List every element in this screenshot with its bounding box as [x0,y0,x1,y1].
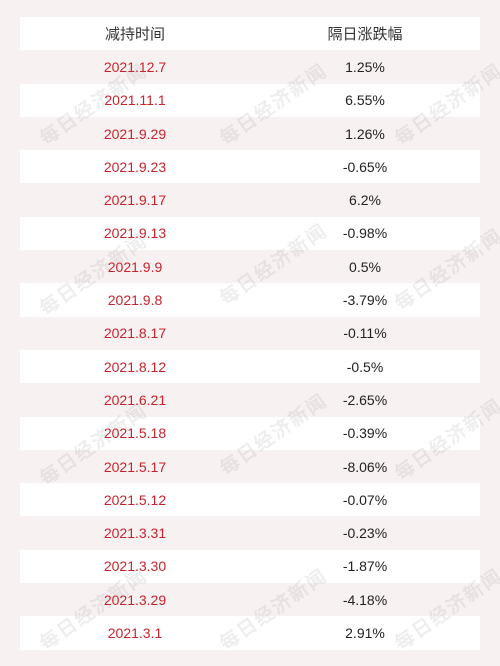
reduction-date-cell: 2021.8.17 [103,325,167,342]
next-day-change-cell: -0.65% [342,158,388,175]
header-next-day-change: 隔日涨跌幅 [327,26,403,44]
reduction-date-cell: 2021.9.9 [107,258,163,275]
reduction-date-cell: 2021.5.12 [103,491,167,508]
reduction-date-cell: 2021.3.1 [107,624,163,641]
next-day-change-cell: 6.2% [349,192,381,209]
next-day-change-cell: -0.11% [343,325,387,342]
next-day-change-cell: -1.87% [342,558,388,575]
next-day-change-cell: -0.39% [342,425,388,442]
next-day-change-cell: 6.55% [345,92,385,109]
reduction-date-cell: 2021.3.31 [103,525,167,542]
header-reduction-date: 减持时间 [104,26,165,44]
table-row: 2021.8.17 -0.11% [20,316,480,350]
reduction-date-cell: 2021.11.1 [104,92,166,109]
reduction-date-cell: 2021.9.29 [103,125,167,142]
next-day-change-cell: 1.25% [345,58,385,75]
reduction-date-cell: 2021.9.8 [107,292,163,309]
table-row: 2021.9.8 -3.79% [20,283,480,317]
next-day-change-cell: -4.18% [342,591,388,608]
next-day-change-cell: -8.06% [342,458,388,475]
table-row: 2021.5.17 -8.06% [20,449,480,484]
table-row: 2021.8.12 -0.5% [20,349,480,384]
reduction-table: 减持时间 隔日涨跌幅 2021.12.7 1.25% 2021.11.1 6.55% 2… [0,17,500,650]
next-day-change-cell: -0.23% [342,525,388,542]
table-row: 2021.9.23 -0.65% [20,150,480,184]
reduction-date-cell: 2021.5.17 [103,458,167,475]
reduction-date-cell: 2021.5.18 [103,425,167,442]
table-row: 2021.3.1 2.91% [20,616,480,650]
reduction-date-cell: 2021.12.7 [103,58,167,75]
reduction-date-cell: 2021.3.30 [103,558,167,575]
next-day-change-cell: -0.5% [346,358,384,375]
next-day-change-cell: -0.07% [342,491,388,508]
reduction-date-cell: 2021.8.12 [103,358,167,375]
next-day-change-cell: 1.26% [345,125,385,142]
table-row: 2021.3.31 -0.23% [20,516,480,550]
table-row: 2021.6.21 -2.65% [20,383,480,417]
reduction-date-cell: 2021.9.23 [103,158,167,175]
table-row: 2021.5.18 -0.39% [20,416,480,450]
table-row: 2021.9.17 6.2% [20,183,480,217]
table-row: 2021.3.29 -4.18% [20,583,480,617]
next-day-change-cell: -3.79% [342,292,388,309]
reduction-date-cell: 2021.6.21 [103,391,167,408]
table-header-row: 减持时间 隔日涨跌幅 [20,17,480,51]
next-day-change-cell: -2.65% [342,391,388,408]
table-row: 2021.9.13 -0.98% [20,216,480,251]
table-row: 2021.12.7 1.25% [20,50,480,84]
next-day-change-cell: -0.98% [342,225,388,242]
table-row: 2021.9.9 0.5% [20,250,480,284]
next-day-change-cell: 2.91% [345,624,385,641]
reduction-date-cell: 2021.9.13 [103,225,167,242]
table-row: 2021.5.12 -0.07% [20,483,480,517]
table-row: 2021.11.1 6.55% [20,83,480,117]
table-row: 2021.9.29 1.26% [20,116,480,151]
next-day-change-cell: 0.5% [349,258,381,275]
table-row: 2021.3.30 -1.87% [20,549,480,584]
reduction-date-cell: 2021.3.29 [103,591,167,608]
reduction-date-cell: 2021.9.17 [103,192,167,209]
